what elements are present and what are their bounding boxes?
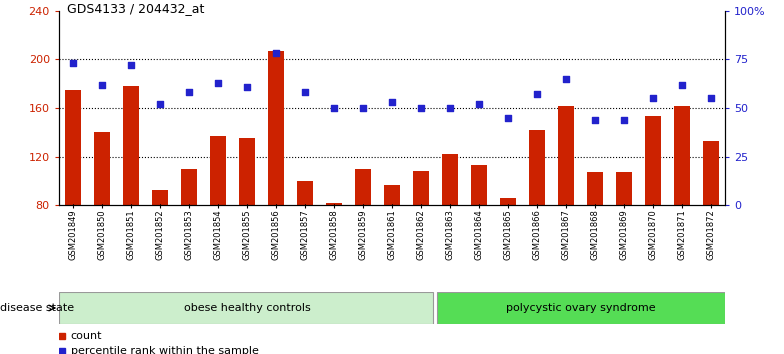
Text: percentile rank within the sample: percentile rank within the sample [71, 346, 259, 354]
Bar [239, 138, 255, 205]
Text: disease state: disease state [0, 303, 74, 313]
Point [67, 60, 79, 66]
Point [154, 101, 166, 107]
Bar [471, 165, 487, 205]
Text: GDS4133 / 204432_at: GDS4133 / 204432_at [67, 2, 204, 15]
Bar [152, 189, 169, 205]
Point [270, 51, 282, 56]
Point [589, 117, 601, 122]
Point [96, 82, 108, 87]
Point [705, 95, 717, 101]
Point [531, 92, 543, 97]
Bar [673, 105, 690, 205]
Text: obese healthy controls: obese healthy controls [183, 303, 310, 313]
Point [415, 105, 427, 111]
Point [647, 95, 659, 101]
Point [676, 82, 688, 87]
Bar [123, 86, 140, 205]
Point [241, 84, 253, 89]
Point [444, 105, 456, 111]
Bar [500, 198, 516, 205]
Bar [587, 172, 603, 205]
Bar [442, 154, 458, 205]
Bar [326, 203, 342, 205]
Point [125, 62, 137, 68]
Bar [65, 90, 82, 205]
Point [299, 90, 311, 95]
Bar [558, 105, 574, 205]
Point [386, 99, 398, 105]
Bar [702, 141, 719, 205]
Bar [268, 51, 284, 205]
Point [212, 80, 224, 85]
Point [357, 105, 369, 111]
Bar [529, 130, 545, 205]
Bar [413, 171, 429, 205]
Point [183, 90, 195, 95]
Point [618, 117, 630, 122]
Point [473, 101, 485, 107]
Text: polycystic ovary syndrome: polycystic ovary syndrome [506, 303, 655, 313]
Text: count: count [71, 331, 102, 341]
Bar [94, 132, 111, 205]
Point [502, 115, 514, 120]
Point [328, 105, 340, 111]
Bar [181, 169, 197, 205]
Bar [437, 292, 725, 324]
Bar [384, 185, 400, 205]
Bar [59, 292, 434, 324]
Bar [297, 181, 313, 205]
Bar [355, 169, 371, 205]
Point [560, 76, 572, 81]
Bar [644, 116, 661, 205]
Bar [210, 136, 226, 205]
Bar [615, 172, 632, 205]
